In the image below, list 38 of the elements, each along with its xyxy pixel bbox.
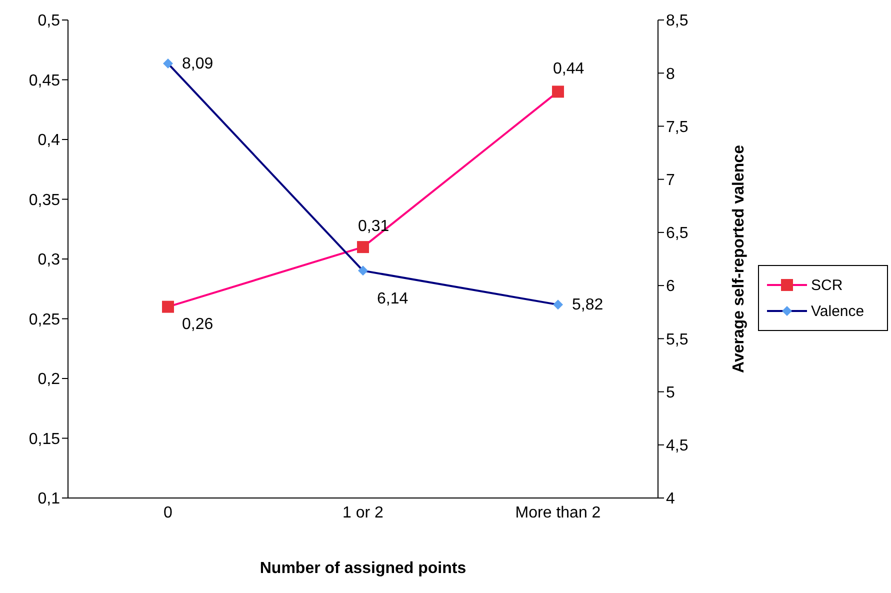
point	[162, 300, 174, 313]
y2-tick-label: 6,5	[666, 225, 688, 242]
data-label: 6,14	[377, 290, 408, 308]
legend-label: SCR	[811, 276, 843, 294]
legend-label: Valence	[811, 302, 864, 320]
y2-tick-label: 7	[666, 172, 675, 190]
y2-tick-label: 6	[666, 278, 675, 296]
point	[553, 300, 563, 310]
y-tick-label: 0,3	[38, 252, 60, 269]
point	[357, 241, 369, 254]
y-tick-label: 0,45	[28, 72, 60, 90]
point	[163, 58, 173, 69]
x-tick-label: 0	[164, 504, 173, 522]
point	[552, 86, 564, 98]
y-tick-label: 0,2	[38, 371, 60, 388]
y2-tick-label: 8,5	[666, 12, 688, 30]
y-tick-label: 0,1	[38, 490, 60, 508]
point	[358, 266, 368, 276]
x-tick-label: More than 2	[515, 504, 601, 522]
y2-tick-label: 5	[666, 384, 675, 402]
y-tick-label: 0,25	[28, 311, 60, 328]
y2-tick-label: 4,5	[666, 438, 688, 455]
y-tick-label: 0,4	[38, 132, 60, 150]
data-label: 5,82	[572, 296, 604, 314]
y-tick-label: 0,15	[28, 430, 60, 448]
x-tick-label: 1 or 2	[342, 504, 384, 522]
y2-axis-title: Average self-reported valence	[730, 144, 748, 373]
y-tick-label: 0,35	[28, 192, 60, 209]
data-label: 0,31	[358, 218, 390, 236]
y2-tick-label: 7,5	[666, 118, 688, 136]
y2-tick-label: 4	[666, 490, 675, 508]
x-axis-title: Number of assigned points	[260, 560, 466, 577]
y2-tick-label: 5,5	[666, 331, 688, 348]
y2-tick-label: 8	[666, 66, 675, 83]
data-label: 8,09	[182, 56, 214, 73]
data-label: 0,44	[553, 60, 584, 78]
data-label: 0,26	[182, 316, 214, 333]
y-tick-label: 0,5	[38, 12, 60, 30]
